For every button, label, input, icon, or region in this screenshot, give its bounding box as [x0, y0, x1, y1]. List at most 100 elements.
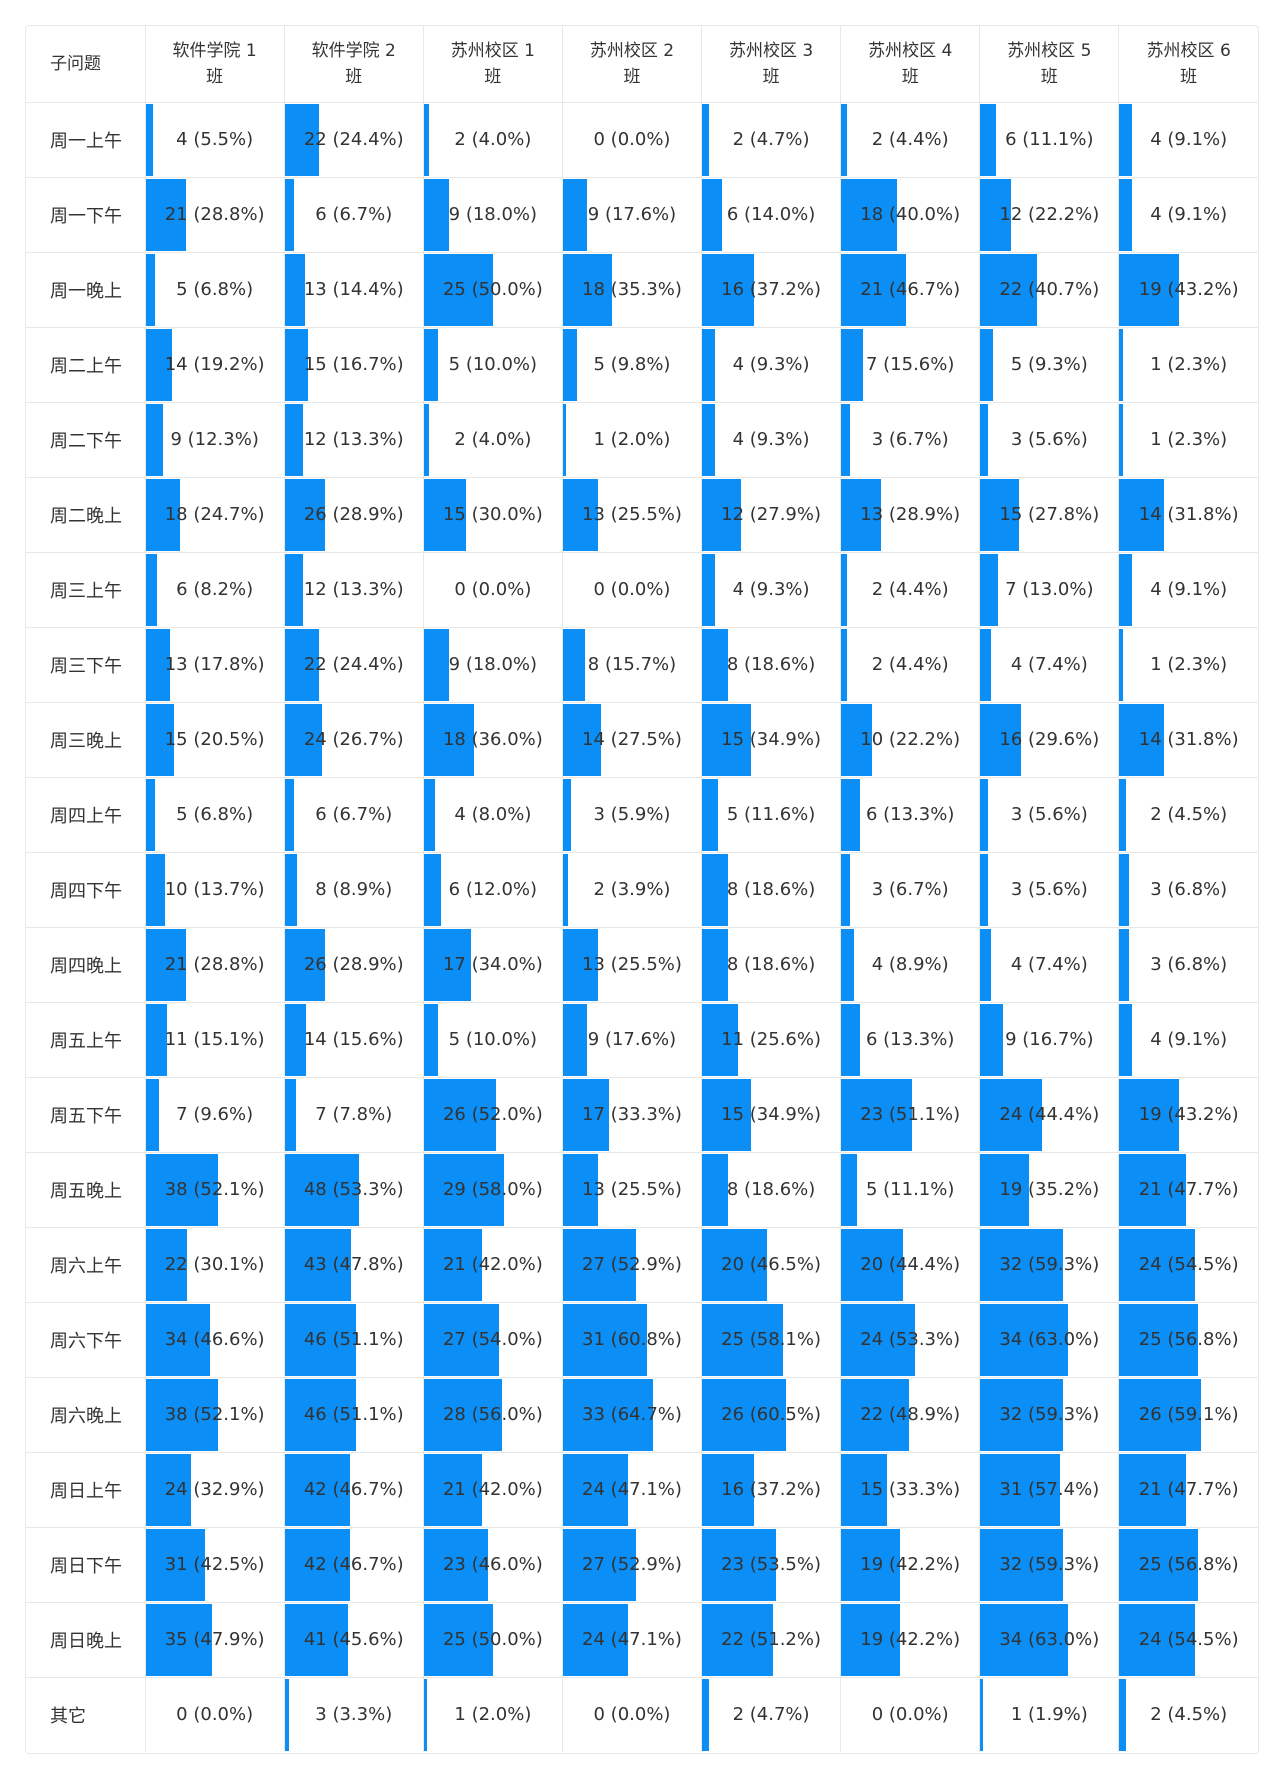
cell-value: 29 (58.0%): [442, 1179, 543, 1200]
percent-bar: [562, 1303, 648, 1376]
percent-bar: [702, 703, 751, 776]
data-cell: 18 (40.0%): [840, 177, 981, 253]
cell-value: 21 (42.0%): [442, 1254, 543, 1275]
cell-value: 15 (33.3%): [860, 1479, 961, 1500]
data-cell: 34 (63.0%): [979, 1302, 1120, 1378]
percent-bar: [1119, 328, 1123, 401]
percent-bar: [145, 328, 173, 401]
percent-bar: [980, 1678, 983, 1751]
percent-bar: [980, 328, 994, 401]
cell-value: 14 (31.8%): [1138, 729, 1239, 750]
percent-bar: [1119, 1228, 1196, 1301]
percent-bar: [980, 1228, 1063, 1301]
cell-value: 9 (12.3%): [170, 429, 259, 450]
percent-bar: [1119, 1153, 1186, 1226]
percent-bar: [284, 703, 322, 776]
percent-bar: [841, 403, 851, 476]
cell-value: 19 (35.2%): [999, 1179, 1100, 1200]
cell-value: 16 (29.6%): [999, 729, 1100, 750]
cell-value: 8 (18.6%): [726, 879, 816, 900]
percent-bar: [980, 1303, 1068, 1376]
data-cell: 1 (1.9%): [979, 1677, 1120, 1752]
percent-bar: [702, 1528, 777, 1601]
percent-bar: [841, 1153, 857, 1226]
cell-value: 4 (7.4%): [1010, 654, 1088, 675]
data-cell: 0 (0.0%): [562, 102, 703, 178]
data-cell: 1 (2.3%): [1118, 327, 1258, 403]
percent-bar: [145, 703, 175, 776]
percent-bar: [980, 178, 1012, 251]
cell-value: 32 (59.3%): [999, 1554, 1100, 1575]
cell-value: 5 (10.0%): [448, 354, 538, 375]
percent-bar: [841, 328, 863, 401]
percent-bar: [841, 103, 848, 176]
data-cell: 25 (50.0%): [423, 252, 563, 328]
data-cell: 20 (46.5%): [701, 1227, 842, 1303]
data-cell: 8 (18.6%): [701, 852, 842, 928]
data-cell: 9 (12.3%): [145, 402, 285, 478]
percent-bar: [145, 928, 186, 1001]
percent-bar: [145, 1453, 192, 1526]
data-cell: 32 (59.3%): [979, 1227, 1120, 1303]
data-cell: 17 (33.3%): [562, 1077, 703, 1153]
cell-value: 13 (28.9%): [860, 504, 961, 525]
cell-value: 26 (60.5%): [721, 1404, 822, 1425]
data-cell: 22 (48.9%): [840, 1377, 981, 1453]
data-cell: 10 (13.7%): [145, 852, 285, 928]
table-row: 周六下午 34 (46.6%) 46 (51.1%) 27 (54.0%) 31 (60…: [26, 1302, 1258, 1378]
table-row: 周五晚上 38 (52.1%) 48 (53.3%) 29 (58.0%) 13 (25…: [26, 1152, 1258, 1228]
cell-value: 5 (11.1%): [865, 1179, 955, 1200]
data-cell: 0 (0.0%): [840, 1677, 981, 1752]
row-label: 周日晚上: [26, 1602, 146, 1678]
table-row: 周日下午 31 (42.5%) 42 (46.7%) 23 (46.0%) 27 (52…: [26, 1527, 1258, 1603]
data-cell: 7 (9.6%): [145, 1077, 285, 1153]
data-cell: 26 (60.5%): [701, 1377, 842, 1453]
cell-value: 6 (13.3%): [865, 804, 955, 825]
percent-bar: [423, 1153, 505, 1226]
cell-value: 19 (43.2%): [1138, 1104, 1239, 1125]
table-row: 周一晚上 5 (6.8%) 13 (14.4%) 25 (50.0%) 18 (35.3…: [26, 252, 1258, 328]
cell-value: 4 (9.1%): [1150, 204, 1228, 225]
percent-bar: [423, 1378, 502, 1451]
percent-bar: [841, 478, 882, 551]
percent-bar: [145, 1378, 218, 1451]
cell-value: 13 (25.5%): [582, 954, 682, 975]
data-cell: 10 (22.2%): [840, 702, 981, 778]
data-cell: 2 (4.5%): [1119, 1677, 1258, 1752]
data-cell: 2 (4.5%): [1118, 777, 1258, 853]
row-label: 周五晚上: [26, 1152, 146, 1228]
data-cell: 42 (46.7%): [284, 1452, 424, 1528]
data-cell: 14 (31.8%): [1118, 477, 1258, 553]
percent-bar: [1119, 778, 1126, 851]
percent-bar: [702, 928, 728, 1001]
data-cell: 8 (15.7%): [562, 627, 703, 703]
cell-value: 16 (37.2%): [721, 1479, 822, 1500]
table-row: 周一下午 21 (28.8%) 6 (6.7%) 9 (18.0%) 9 (17.6%)…: [26, 177, 1258, 253]
data-cell: 4 (8.0%): [423, 777, 563, 853]
row-label: 周三上午: [26, 552, 146, 628]
cell-value: 9 (18.0%): [448, 654, 538, 675]
column-header-line: 软件学院 2: [311, 40, 396, 61]
cell-value: 16 (37.2%): [721, 279, 822, 300]
cell-value: 19 (42.2%): [860, 1554, 961, 1575]
percent-bar: [145, 478, 180, 551]
percent-bar: [423, 928, 472, 1001]
cell-value: 6 (6.7%): [315, 804, 393, 825]
cell-value: 27 (54.0%): [442, 1329, 543, 1350]
percent-bar: [841, 928, 854, 1001]
percent-bar: [562, 1153, 599, 1226]
data-cell: 8 (18.6%): [701, 627, 842, 703]
percent-bar: [980, 403, 989, 476]
percent-bar: [702, 1603, 774, 1676]
table-row: 周五下午 7 (9.6%) 7 (7.8%) 26 (52.0%) 17 (33.3%)…: [26, 1077, 1258, 1153]
cell-value: 18 (24.7%): [164, 504, 265, 525]
percent-bar: [284, 1303, 356, 1376]
percent-bar: [423, 328, 438, 401]
percent-bar: [562, 1228, 637, 1301]
table-row: 周三下午 13 (17.8%) 22 (24.4%) 9 (18.0%) 8 (15.7…: [26, 627, 1258, 703]
data-cell: 12 (13.3%): [284, 552, 424, 628]
data-cell: 13 (17.8%): [145, 627, 285, 703]
cell-value: 2 (4.5%): [1150, 1704, 1228, 1726]
cell-value: 0 (0.0%): [593, 129, 671, 150]
data-cell: 4 (7.4%): [979, 927, 1120, 1003]
